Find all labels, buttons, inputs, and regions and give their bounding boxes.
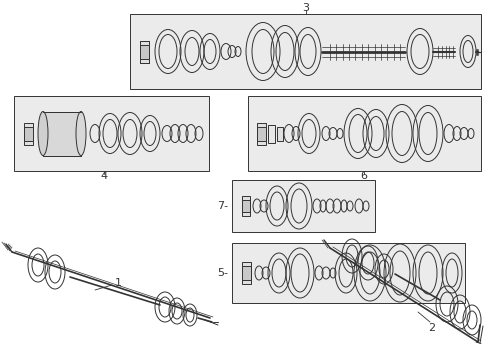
Bar — [14, 96, 208, 171]
Text: 4: 4 — [100, 171, 107, 181]
Bar — [242, 200, 249, 212]
Text: 5-: 5- — [217, 268, 227, 278]
Bar — [231, 243, 464, 303]
Text: 1: 1 — [114, 278, 121, 288]
Bar — [257, 126, 265, 140]
Text: 6: 6 — [360, 171, 367, 181]
Bar — [140, 41, 149, 63]
Text: 3: 3 — [302, 3, 309, 13]
Bar — [24, 126, 33, 140]
Ellipse shape — [76, 112, 86, 156]
Bar — [242, 196, 249, 216]
Bar — [231, 180, 374, 232]
Bar — [247, 96, 480, 171]
Bar — [242, 262, 250, 284]
Bar — [242, 266, 250, 280]
Bar — [130, 14, 480, 89]
Text: 7-: 7- — [217, 201, 227, 211]
Bar — [140, 45, 149, 59]
Bar — [276, 126, 283, 140]
Text: 2: 2 — [427, 323, 435, 333]
Bar — [267, 125, 274, 143]
Ellipse shape — [38, 112, 48, 156]
Bar — [257, 122, 265, 144]
Bar — [43, 112, 81, 156]
Bar — [24, 122, 33, 144]
